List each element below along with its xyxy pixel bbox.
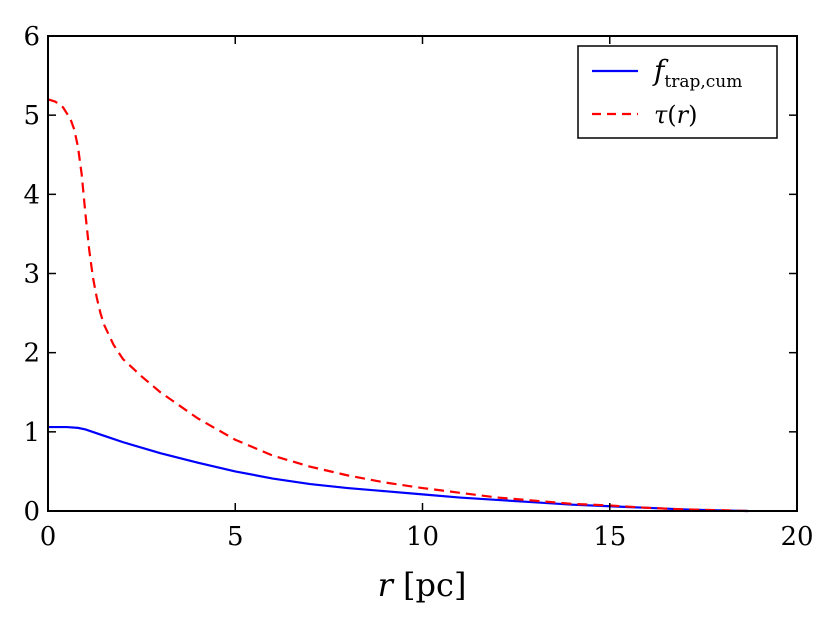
x-axis-label: r [pc] (378, 566, 467, 604)
x-tick-label: 5 (227, 522, 244, 552)
y-tick-label: 4 (23, 180, 40, 210)
legend: ftrap,cum τ(r) (577, 45, 778, 139)
legend-label-subscript: trap,cum (664, 72, 742, 92)
y-tick-label: 3 (23, 260, 40, 290)
ticks-layer (47, 35, 798, 512)
tick-labels: 0 5 10 15 20 0 1 2 3 4 5 6 (23, 22, 813, 552)
x-tick-label: 10 (406, 522, 439, 552)
y-tick-label: 6 (23, 22, 40, 52)
y-tick-label: 0 (23, 497, 40, 527)
y-tick-label: 5 (23, 101, 40, 131)
series-layer (47, 98, 749, 513)
series-line-1 (47, 98, 749, 513)
x-tick-label: 20 (780, 522, 813, 552)
y-tick-label: 2 (23, 339, 40, 369)
legend-box (577, 45, 778, 139)
series-line-0 (48, 425, 749, 513)
x-tick-label: 15 (593, 522, 626, 552)
x-axis-label-unit: [pc] (393, 566, 467, 604)
legend-label-tau: τ(r) (654, 101, 698, 129)
y-tick-label: 1 (23, 418, 40, 448)
x-tick-label: 0 (40, 522, 57, 552)
